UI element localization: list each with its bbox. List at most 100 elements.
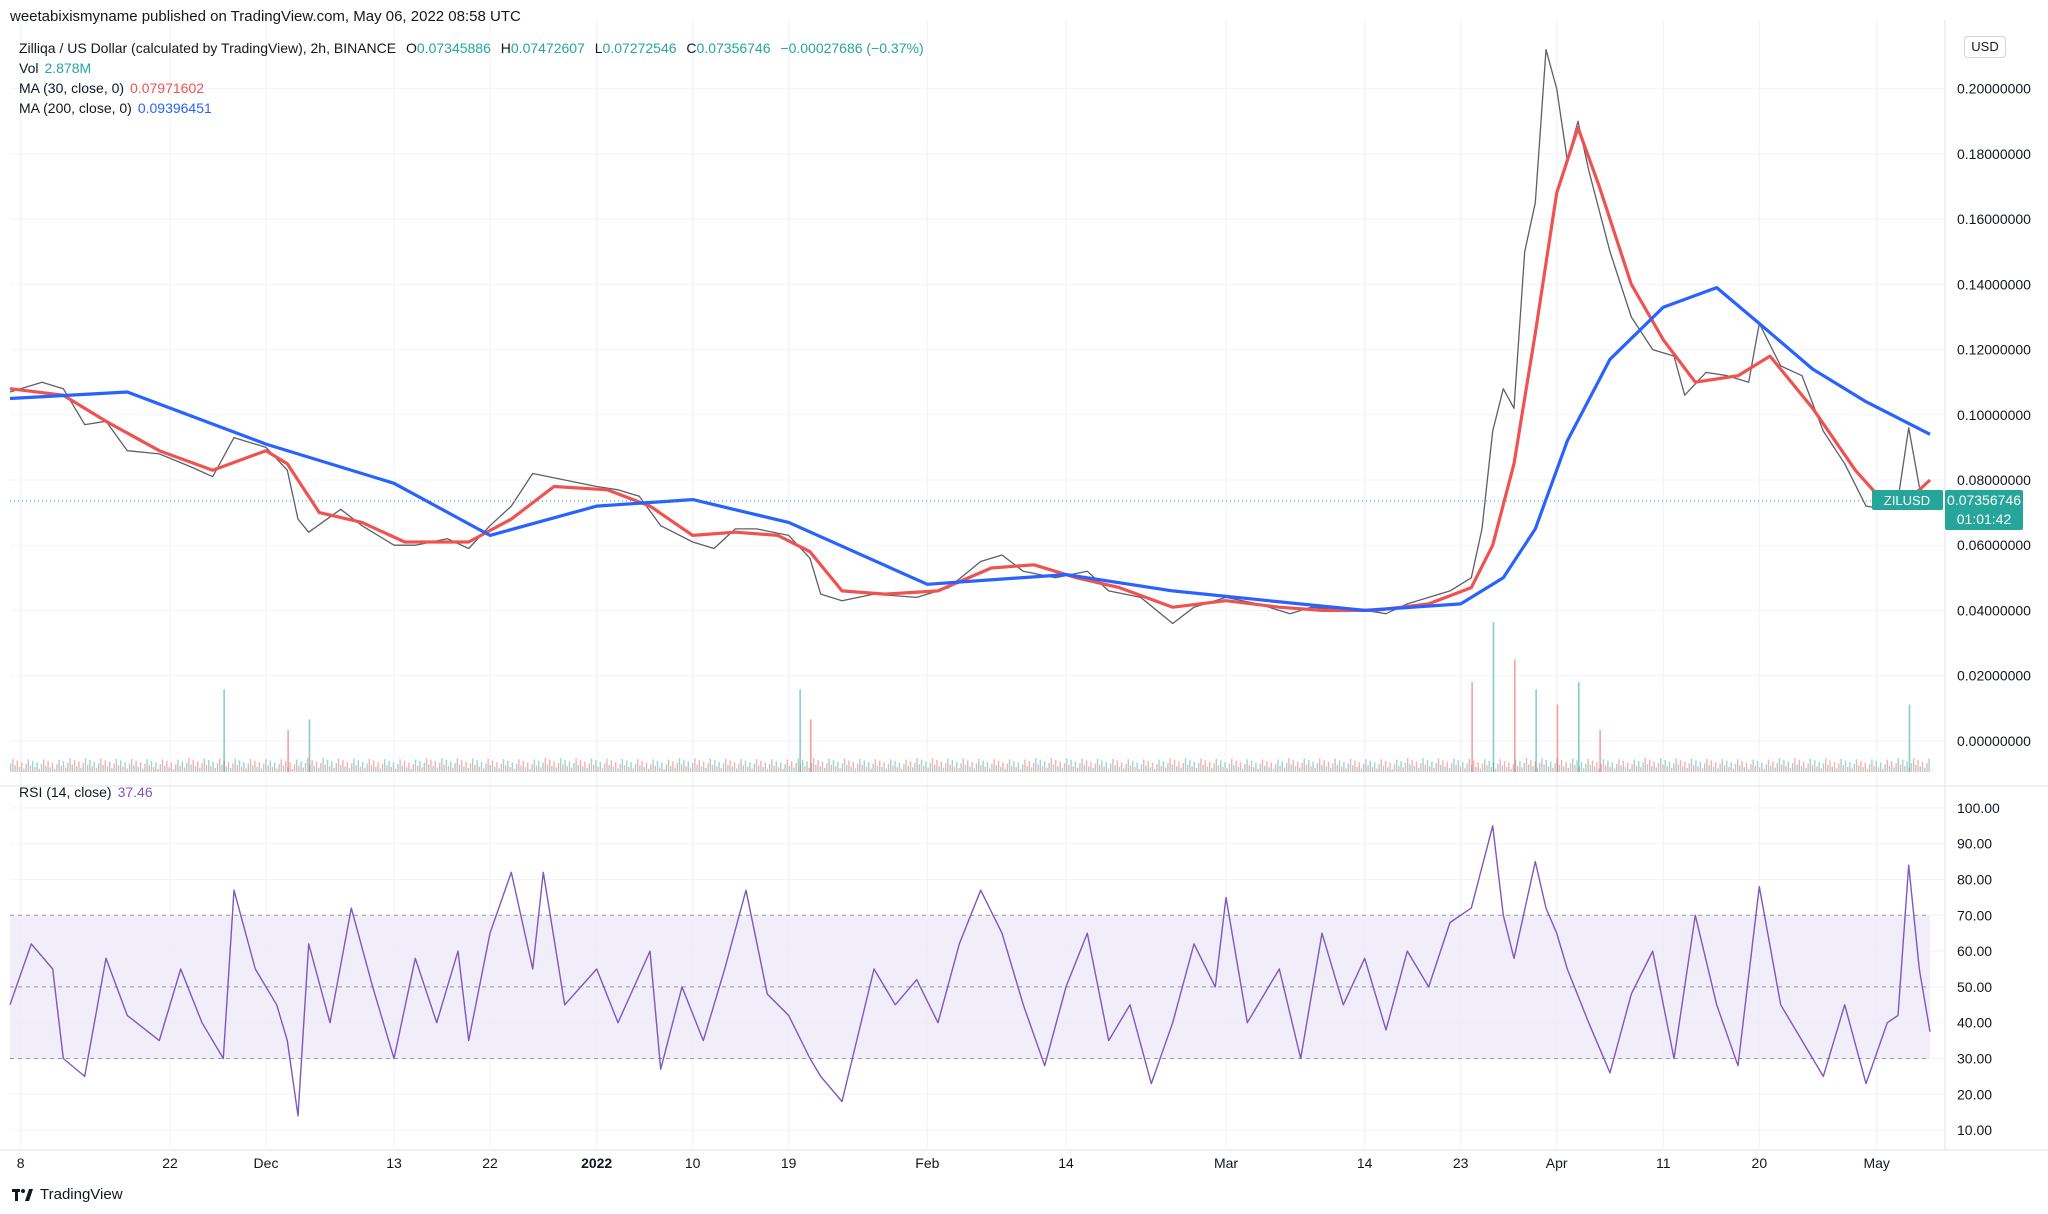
volume-bar (1488, 760, 1490, 772)
volume-bar (971, 761, 973, 772)
volume-bar (1149, 767, 1151, 772)
volume-bar (758, 765, 760, 772)
volume-bar (120, 760, 122, 772)
volume-bar (417, 765, 419, 772)
volume-bar (648, 768, 650, 772)
publisher-line: weetabixismyname published on TradingVie… (10, 8, 521, 25)
volume-bar (1352, 765, 1354, 772)
volume-bar (36, 762, 38, 772)
volume-bar (1752, 759, 1754, 772)
volume-bar (711, 764, 714, 772)
volume-bar (1844, 760, 1847, 772)
volume-bar (1734, 763, 1737, 772)
volume-bar (1481, 763, 1484, 772)
volume-bar (1409, 764, 1411, 772)
volume-bar (1035, 758, 1037, 772)
volume-bar (410, 768, 412, 772)
volume-bar (1624, 767, 1627, 772)
volume-bar (1486, 765, 1488, 772)
volume-bar (100, 758, 102, 772)
volume-bar (797, 758, 799, 772)
volume-bar (1858, 765, 1860, 772)
volume-bar (285, 760, 287, 772)
volume-bar (476, 760, 478, 772)
tradingview-logo-icon (12, 1188, 33, 1201)
volume-bar (612, 766, 615, 772)
volume-bar (179, 765, 181, 772)
volume-bar (40, 764, 43, 772)
volume-bar (324, 764, 326, 772)
volume-bar (414, 759, 417, 772)
volume-bar (164, 765, 166, 772)
time-axis: 8 22 Dec 13 22 2022 10 19 Feb 14 Mar 14 23 Apr 11 20 May (17, 1155, 1890, 1171)
volume-bar (835, 766, 837, 772)
volume-bar (1528, 764, 1530, 772)
volume-bar (1404, 762, 1407, 772)
volume-bar (1055, 759, 1057, 772)
volume-bar (131, 758, 133, 772)
volume-bar (1921, 761, 1924, 772)
volume-bar (978, 758, 980, 772)
volume-bar (1717, 768, 1719, 772)
volume-bar (1321, 764, 1323, 772)
volume-bar (1781, 764, 1783, 772)
volume-bar (276, 768, 278, 772)
volume-bar (1701, 768, 1704, 772)
volume-bar (755, 759, 758, 772)
volume-bar (1178, 761, 1180, 772)
volume-bar (1599, 730, 1601, 772)
volume-bar (1033, 762, 1035, 772)
volume-bar (16, 760, 18, 772)
volume-bar (909, 761, 912, 772)
volume-bar (296, 759, 298, 772)
volume-bar (496, 762, 498, 772)
volume-bar (408, 762, 410, 772)
volume-bar (879, 760, 881, 772)
volume-bar (1567, 768, 1569, 772)
volume-bar (802, 759, 804, 772)
volume-bar (1382, 765, 1385, 772)
volume-bar (254, 760, 256, 772)
volume-bar (1420, 762, 1422, 772)
volume-bar (887, 763, 890, 772)
volume-bar (571, 767, 573, 772)
volume-bar (1169, 758, 1171, 772)
volume-bar (1107, 768, 1110, 772)
volume-bar (236, 765, 238, 772)
volume-bar (1297, 761, 1299, 772)
volume-bar (221, 764, 223, 772)
volume-bar (1167, 762, 1169, 772)
volume-bar (1580, 761, 1583, 772)
volume-bar (1389, 762, 1391, 772)
volume-bar (1833, 762, 1836, 772)
time-tick-label: 14 (1058, 1155, 1074, 1171)
volume-bar (1237, 766, 1239, 772)
volume-bar (1880, 762, 1882, 772)
currency-button[interactable]: USD (1964, 36, 2006, 58)
volume-bar (689, 767, 692, 772)
volume-bar (1160, 765, 1162, 772)
volume-bar (1015, 767, 1017, 772)
volume-bar (1215, 758, 1217, 772)
volume-bar (1660, 758, 1662, 772)
price-tick-label: 0.12000000 (1957, 342, 2031, 358)
volume-bar (1061, 767, 1063, 772)
volume-bar (1541, 758, 1543, 772)
volume-bar (1415, 761, 1418, 772)
volume-bar (23, 768, 25, 772)
volume-bar (1220, 760, 1222, 772)
volume-bar (890, 759, 892, 772)
symbol-title: Zilliqa / US Dollar (calculated by Tradi… (19, 40, 397, 56)
volume-bar (1268, 767, 1270, 772)
volume-bar (885, 768, 887, 772)
volume-bar (291, 768, 293, 772)
volume-bar (698, 759, 700, 772)
ma200-series-line (9, 286, 1931, 612)
volume-bar (491, 760, 494, 772)
volume-bar (1622, 760, 1624, 772)
volume-bar (1112, 759, 1114, 772)
volume-bar (696, 764, 698, 772)
volume-bar (177, 759, 179, 772)
volume-bar (727, 765, 729, 772)
